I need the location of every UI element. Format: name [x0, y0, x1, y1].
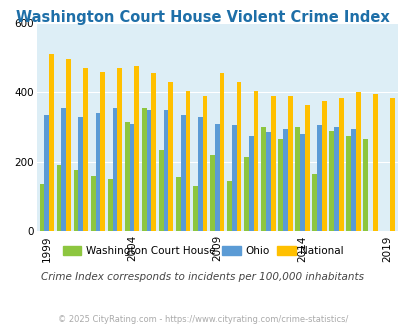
Bar [83, 68, 88, 231]
Bar [321, 101, 326, 231]
Bar [112, 108, 117, 231]
Bar [265, 132, 270, 231]
Bar [389, 98, 394, 231]
Bar [328, 130, 333, 231]
Bar [117, 68, 122, 231]
Bar [44, 115, 49, 231]
Bar [287, 96, 292, 231]
Bar [129, 124, 134, 231]
Bar [270, 96, 275, 231]
Bar [316, 125, 321, 231]
Bar [236, 82, 241, 231]
Bar [226, 181, 231, 231]
Bar [294, 127, 299, 231]
Bar [248, 136, 253, 231]
Bar [372, 94, 377, 231]
Bar [231, 125, 236, 231]
Bar [192, 186, 197, 231]
Bar [219, 73, 224, 231]
Bar [168, 82, 173, 231]
Bar [74, 170, 78, 231]
Bar [100, 72, 105, 231]
Bar [151, 73, 156, 231]
Bar [260, 127, 265, 231]
Bar [277, 139, 282, 231]
Bar [95, 113, 100, 231]
Bar [209, 155, 214, 231]
Bar [338, 98, 343, 231]
Bar [141, 108, 146, 231]
Bar [362, 139, 367, 231]
Bar [350, 129, 355, 231]
Bar [57, 165, 61, 231]
Bar [124, 122, 129, 231]
Bar [146, 110, 151, 231]
Bar [282, 129, 287, 231]
Bar [355, 92, 360, 231]
Legend: Washington Court House, Ohio, National: Washington Court House, Ohio, National [58, 242, 347, 260]
Bar [61, 108, 66, 231]
Bar [40, 184, 44, 231]
Bar [158, 149, 163, 231]
Text: Crime Index corresponds to incidents per 100,000 inhabitants: Crime Index corresponds to incidents per… [41, 272, 364, 282]
Text: © 2025 CityRating.com - https://www.cityrating.com/crime-statistics/: © 2025 CityRating.com - https://www.city… [58, 315, 347, 324]
Bar [49, 54, 54, 231]
Bar [180, 115, 185, 231]
Bar [304, 105, 309, 231]
Bar [163, 110, 168, 231]
Bar [311, 174, 316, 231]
Bar [107, 179, 112, 231]
Bar [243, 156, 248, 231]
Bar [185, 91, 190, 231]
Bar [66, 59, 71, 231]
Bar [134, 66, 139, 231]
Bar [333, 127, 338, 231]
Bar [253, 91, 258, 231]
Bar [197, 117, 202, 231]
Bar [214, 124, 219, 231]
Text: Washington Court House Violent Crime Index: Washington Court House Violent Crime Ind… [16, 10, 389, 25]
Bar [299, 134, 304, 231]
Bar [345, 136, 350, 231]
Bar [175, 177, 180, 231]
Bar [202, 96, 207, 231]
Bar [78, 117, 83, 231]
Bar [90, 176, 95, 231]
